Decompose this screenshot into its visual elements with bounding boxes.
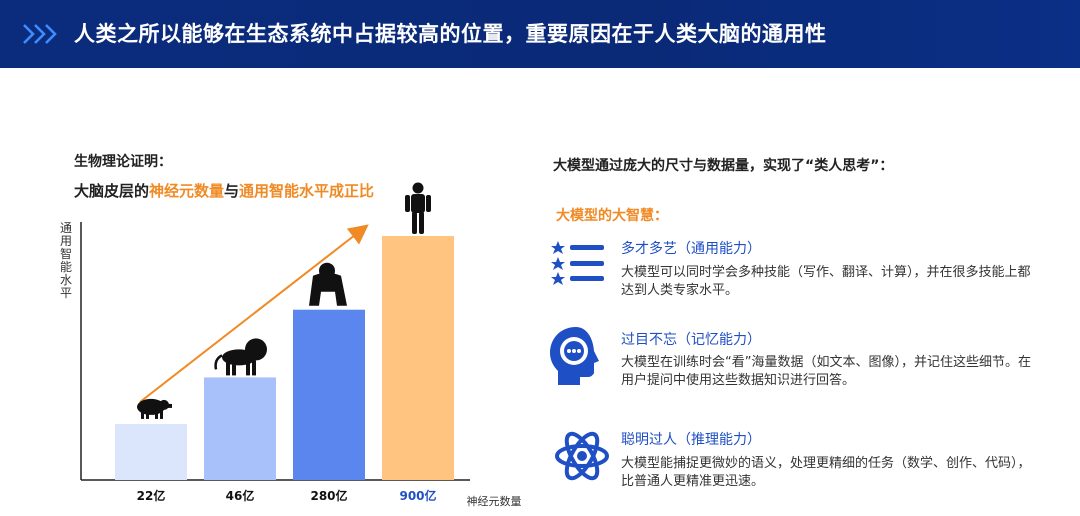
chart-bar <box>293 309 365 480</box>
feature-desc-versatile: 大模型可以同时学会多种技能（写作、翻译、计算），并在很多技能上都达到人类专家水平… <box>621 265 1031 298</box>
page-title: 人类之所以能够在生态系统中占据较高的位置，重要原因在于人类大脑的通用性 <box>74 22 827 46</box>
neuron-bar-chart: 22亿 46亿 280亿 900亿 神经元数量 <box>80 182 522 508</box>
star-list-icon <box>551 241 604 285</box>
right-title: 大模型通过庞大的尺寸与数据量，实现了“类人思考”： <box>553 158 894 174</box>
left-subtitle: 生物理论证明： <box>74 154 172 170</box>
chart-category-label: 280亿 <box>310 488 347 503</box>
human-icon <box>405 182 431 234</box>
claim-emphasis-neurons: 神经元数量 <box>149 182 225 200</box>
chart-bar <box>204 377 276 480</box>
claim-mid: 与 <box>224 182 240 200</box>
header-bar: 人类之所以能够在生态系统中占据较高的位置，重要原因在于人类大脑的通用性 <box>0 0 1080 68</box>
feature-title-memory: 过目不忘（记忆能力） <box>621 332 761 348</box>
chart-x-axis-label: 神经元数量 <box>467 494 522 508</box>
right-subtitle: 大模型的大智慧： <box>556 208 668 224</box>
memory-head-icon <box>550 327 599 385</box>
lion-icon <box>214 338 267 376</box>
pig-icon <box>137 398 172 419</box>
feature-title-reasoning: 聪明过人（推理能力） <box>621 432 761 448</box>
feature-desc-memory: 大模型在训练时会“看”海量数据（如文本、图像），并记住这些细节。在用户提问中使用… <box>621 355 1031 388</box>
chart-bar <box>382 236 454 480</box>
feature-desc-reasoning: 大模型能捕捉更微妙的语义，处理更精细的任务（数学、创作、代码），比普通人更精准更… <box>621 456 1031 489</box>
trend-arrow <box>139 224 369 403</box>
gorilla-icon <box>309 262 347 306</box>
feature-title-versatile: 多才多艺（通用能力） <box>621 241 761 257</box>
chart-bar <box>115 423 187 480</box>
claim-prefix: 大脑皮层的 <box>74 182 150 200</box>
left-claim: 大脑皮层的神经元数量与通用智能水平成正比 <box>74 180 374 201</box>
chart-y-axis-label: 通用智能水平 <box>59 221 72 300</box>
atom-icon <box>555 431 609 481</box>
chart-category-label: 900亿 <box>399 488 436 503</box>
chevrons-icon <box>23 24 57 44</box>
claim-emphasis-intelligence: 通用智能水平成正比 <box>239 182 375 200</box>
chart-category-label: 22亿 <box>137 488 166 503</box>
chart-category-label: 46亿 <box>226 488 255 503</box>
